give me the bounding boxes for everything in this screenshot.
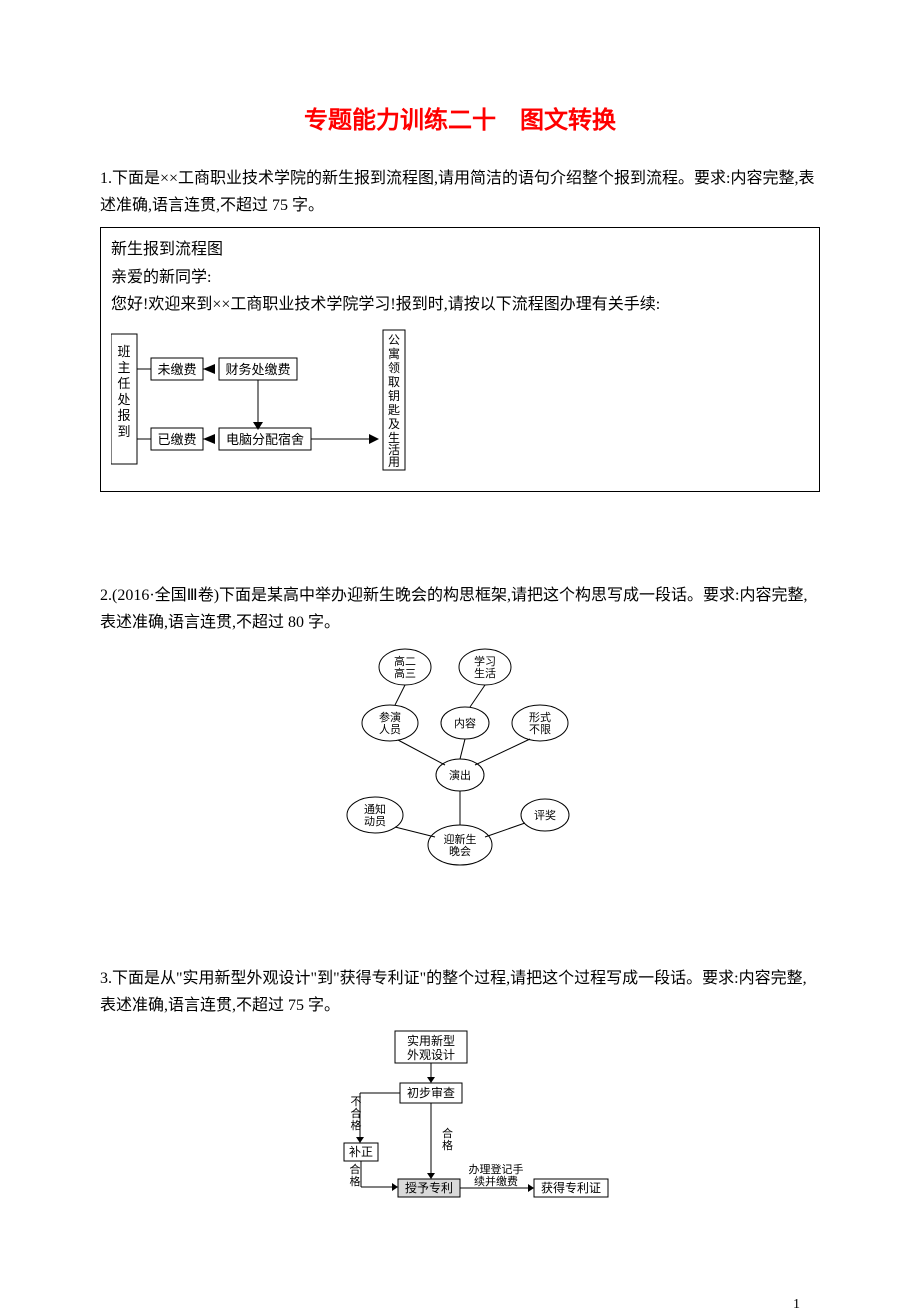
svg-text:未缴费: 未缴费 [157,362,196,377]
q2-diagram: 高二 高三 学习 生活 参演 人员 内容 形式 不限 演出 [100,645,820,875]
svg-text:处: 处 [117,392,130,407]
svg-text:领: 领 [388,361,400,375]
q1-box-line-2: 您好!欢迎来到××工商职业技术学院学习!报到时,请按以下流程图办理有关手续: [111,291,809,318]
svg-text:内容: 内容 [454,716,476,730]
q1-flowchart: 班 主 任 处 报 到 未缴费 财务处缴费 [111,324,809,483]
svg-text:取: 取 [388,375,400,389]
svg-text:晚会: 晚会 [449,845,471,858]
q1-box-line-0: 新生报到流程图 [111,236,809,263]
svg-text:高二: 高二 [394,654,416,668]
svg-text:格: 格 [442,1138,453,1152]
svg-text:格: 格 [351,1118,362,1132]
svg-text:办理登记手: 办理登记手 [469,1162,524,1176]
svg-text:外观设计: 外观设计 [407,1048,455,1062]
svg-text:及: 及 [388,417,400,431]
question-1-text: 1.下面是××工商职业技术学院的新生报到流程图,请用简洁的语句介绍整个报到流程。… [100,165,820,219]
question-2-text: 2.(2016·全国Ⅲ卷)下面是某高中举办迎新生晚会的构思框架,请把这个构思写成… [100,582,820,636]
svg-text:财务处缴费: 财务处缴费 [225,362,290,377]
svg-text:学习: 学习 [474,654,496,668]
svg-text:生活: 生活 [474,666,496,680]
question-3-text: 3.下面是从"实用新型外观设计"到"获得专利证"的整个过程,请把这个过程写成一段… [100,965,820,1019]
svg-text:班: 班 [117,344,130,359]
q1-box-line-1: 亲爱的新同学: [111,264,809,291]
svg-text:不: 不 [351,1096,362,1108]
svg-text:主: 主 [117,360,130,375]
svg-text:已缴费: 已缴费 [157,432,196,447]
svg-text:到: 到 [117,424,130,439]
svg-text:通知: 通知 [364,802,386,816]
svg-text:合: 合 [351,1106,362,1120]
svg-text:报: 报 [117,408,130,423]
svg-text:动员: 动员 [364,815,386,828]
svg-text:任: 任 [117,376,130,391]
page-number: 1 [0,1297,920,1313]
svg-text:初步审查: 初步审查 [407,1085,455,1100]
svg-text:寓: 寓 [388,346,400,361]
svg-text:人员: 人员 [379,723,401,736]
svg-text:公: 公 [388,333,400,347]
svg-text:匙: 匙 [388,403,400,417]
svg-text:用: 用 [388,455,400,469]
svg-text:格: 格 [350,1174,361,1188]
svg-text:迎新生: 迎新生 [444,832,477,846]
svg-text:参演: 参演 [379,710,401,724]
svg-text:合: 合 [350,1162,361,1176]
svg-text:演出: 演出 [449,768,471,782]
svg-text:获得专利证: 获得专利证 [541,1180,601,1195]
svg-text:钥: 钥 [388,389,400,403]
svg-text:授予专利: 授予专利 [405,1180,453,1195]
svg-text:评奖: 评奖 [534,808,556,822]
svg-text:续并缴费: 续并缴费 [474,1174,518,1188]
svg-text:实用新型: 实用新型 [407,1033,455,1048]
svg-text:电脑分配宿舍: 电脑分配宿舍 [226,432,304,447]
svg-text:补正: 补正 [349,1145,373,1159]
svg-text:高三: 高三 [394,666,416,680]
svg-text:形式: 形式 [529,711,551,724]
question-1-box: 新生报到流程图 亲爱的新同学: 您好!欢迎来到××工商职业技术学院学习!报到时,… [100,227,820,492]
svg-text:合: 合 [442,1126,453,1140]
q3-flowchart: 实用新型 外观设计 初步审查 不 合 格 补正 合 格 [100,1027,820,1207]
svg-text:不限: 不限 [529,723,551,736]
page-title: 专题能力训练二十 图文转换 [100,100,820,135]
